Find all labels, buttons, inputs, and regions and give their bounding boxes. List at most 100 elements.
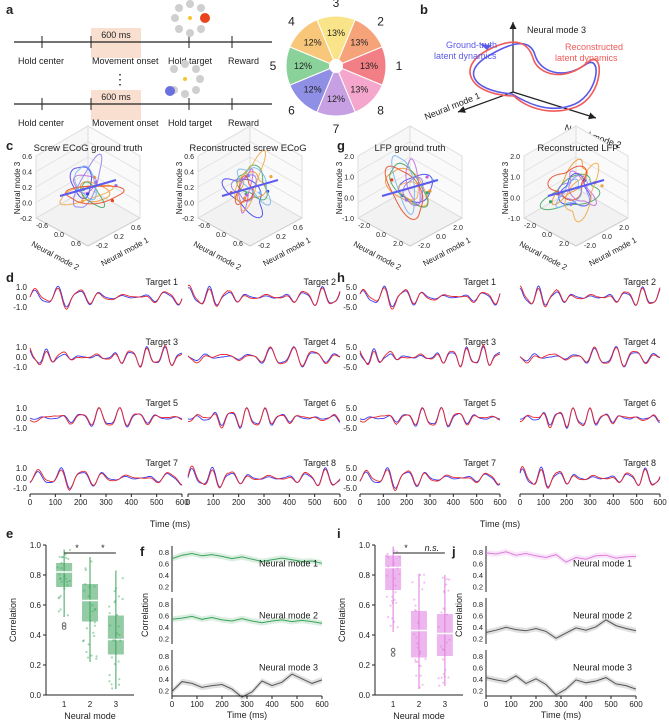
panel-c-title-ground-truth: Screw ECoG ground truth — [34, 143, 143, 154]
y-tick-label: -1.0 — [13, 484, 27, 493]
axis-label-mode1: Neural mode 1 — [100, 235, 151, 268]
reconstructed-trace — [187, 284, 341, 307]
y-tick-label: 0.4 — [473, 675, 483, 684]
data-point — [57, 610, 60, 613]
x-tick-label: 500 — [290, 700, 304, 709]
mean-trajectory-line — [221, 179, 279, 197]
data-point — [391, 601, 395, 605]
y-axis-label: Correlation — [454, 593, 464, 637]
pie-slice-4 — [289, 19, 337, 67]
data-point — [445, 583, 448, 586]
x-tick-label: 0 — [358, 498, 363, 507]
event-label-hold-center: Hold center — [18, 56, 64, 66]
data-point — [56, 566, 59, 569]
trajectory-target-8 — [74, 165, 97, 201]
box-iqr — [436, 614, 453, 656]
grid-line — [409, 141, 463, 172]
y-tick-label: -2.0 — [418, 243, 430, 250]
y-tick-label: 0.2 — [276, 234, 286, 241]
panel-label-b: b — [420, 2, 428, 17]
x-tick-label: 1 — [62, 700, 67, 709]
x-tick-label: 200 — [529, 700, 543, 709]
data-point — [393, 620, 396, 623]
panel-g-title-ground-truth: LFP ground truth — [374, 143, 445, 154]
reconstructed-trace — [519, 346, 661, 367]
trace-plot-h-target-5: Target 5 5.00.0-5.0 — [343, 398, 501, 433]
y-tick-label: -5.0 — [343, 363, 357, 372]
data-point — [90, 654, 93, 657]
trajectory-target-1 — [69, 166, 92, 200]
grid-line — [249, 141, 303, 172]
data-point — [393, 598, 396, 601]
data-point — [416, 660, 419, 664]
data-point — [440, 611, 443, 614]
trace-plot-d-target-4: Target 4 — [187, 337, 341, 368]
data-point — [110, 656, 113, 659]
data-point — [114, 599, 117, 603]
data-point — [59, 594, 62, 598]
target-title: Target 4 — [623, 337, 656, 347]
y-tick-label: 1.0 — [16, 404, 28, 413]
data-point — [108, 624, 112, 627]
data-point — [95, 655, 98, 658]
panel-label-f: f — [140, 544, 145, 559]
z-tick-label: -1.0 — [342, 216, 354, 223]
trajectory-start-point — [110, 199, 115, 203]
data-point — [424, 657, 427, 661]
trajectory-start-point — [404, 198, 408, 202]
data-point — [437, 677, 440, 680]
axis-label-mode1: Neural mode 1 — [422, 235, 473, 268]
data-point — [89, 619, 92, 623]
data-point — [108, 612, 111, 615]
trajectory-target-2 — [236, 171, 267, 203]
x-tick-label: 3 — [443, 700, 448, 709]
data-point — [415, 636, 418, 639]
data-point — [118, 678, 121, 681]
y-tick-label: 0.8 — [473, 652, 483, 661]
trajectory-start-point — [569, 202, 573, 207]
axis-label-mode3: Neural mode 3 — [13, 161, 22, 214]
data-point — [60, 567, 63, 570]
data-point — [58, 596, 61, 599]
grid-line — [87, 172, 141, 203]
data-point — [117, 625, 120, 628]
panel-label-e: e — [6, 526, 13, 541]
pie-center-hole — [329, 59, 343, 73]
x-axis-label: Time (ms) — [227, 710, 267, 720]
trajectory-start-point — [390, 178, 394, 182]
panel-c-title-reconstructed: Reconstructed screw ECoG — [189, 143, 306, 154]
y-axis-label: Correlation — [140, 593, 150, 637]
trajectory-target-8 — [391, 155, 415, 216]
y-tick-label: 0.0 — [16, 293, 28, 302]
data-point — [419, 665, 422, 668]
data-point — [414, 660, 417, 663]
data-point — [116, 632, 119, 635]
panel-label-j: j — [451, 544, 456, 559]
confidence-band — [486, 617, 636, 642]
data-point — [91, 610, 94, 613]
data-point — [445, 641, 448, 644]
data-point — [419, 674, 422, 677]
x-tick-label: 200 — [74, 498, 88, 507]
y-tick-label: 0.2 — [114, 234, 124, 241]
trajectory-target-3 — [389, 162, 429, 208]
data-point — [395, 601, 398, 604]
z-tick-label: 0.4 — [184, 170, 194, 177]
axis-label-mode1: Neural mode 1 — [588, 235, 639, 268]
window-label: 600 ms — [101, 30, 131, 40]
ground-truth-trace — [359, 285, 501, 308]
target-title: Target 6 — [303, 398, 336, 408]
x-tick-label: -0.6 — [36, 223, 48, 230]
y-tick-label: 0.0 — [602, 234, 612, 241]
data-point — [438, 684, 441, 687]
data-point — [441, 576, 444, 579]
data-point — [93, 634, 96, 638]
trajectory-arrowhead — [480, 44, 492, 50]
target-title: Target 4 — [303, 337, 336, 347]
event-label-reward: Reward — [228, 56, 259, 66]
data-point — [58, 577, 62, 580]
x-tick-label: 400 — [447, 498, 461, 507]
data-point — [393, 577, 396, 580]
data-point — [441, 658, 445, 661]
trajectory-target-1 — [221, 178, 264, 219]
